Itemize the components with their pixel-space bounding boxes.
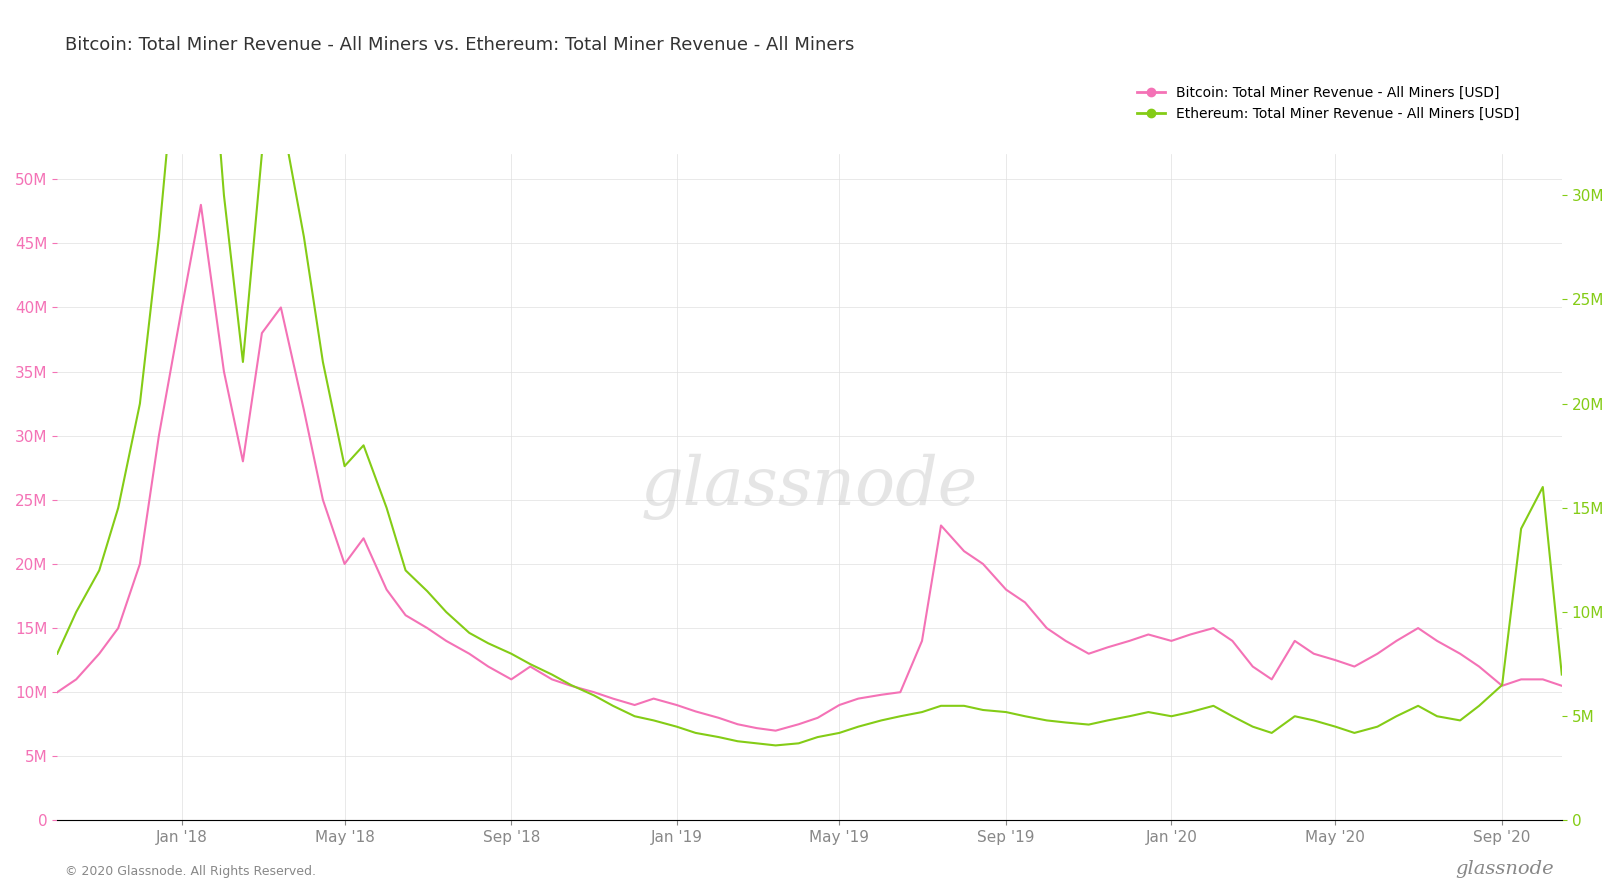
Text: glassnode: glassnode — [1455, 860, 1554, 878]
Text: © 2020 Glassnode. All Rights Reserved.: © 2020 Glassnode. All Rights Reserved. — [65, 865, 316, 878]
Legend: Bitcoin: Total Miner Revenue - All Miners [USD], Ethereum: Total Miner Revenue -: Bitcoin: Total Miner Revenue - All Miner… — [1132, 81, 1525, 126]
Text: Bitcoin: Total Miner Revenue - All Miners vs. Ethereum: Total Miner Revenue - Al: Bitcoin: Total Miner Revenue - All Miner… — [65, 36, 855, 54]
Text: glassnode: glassnode — [641, 454, 978, 521]
